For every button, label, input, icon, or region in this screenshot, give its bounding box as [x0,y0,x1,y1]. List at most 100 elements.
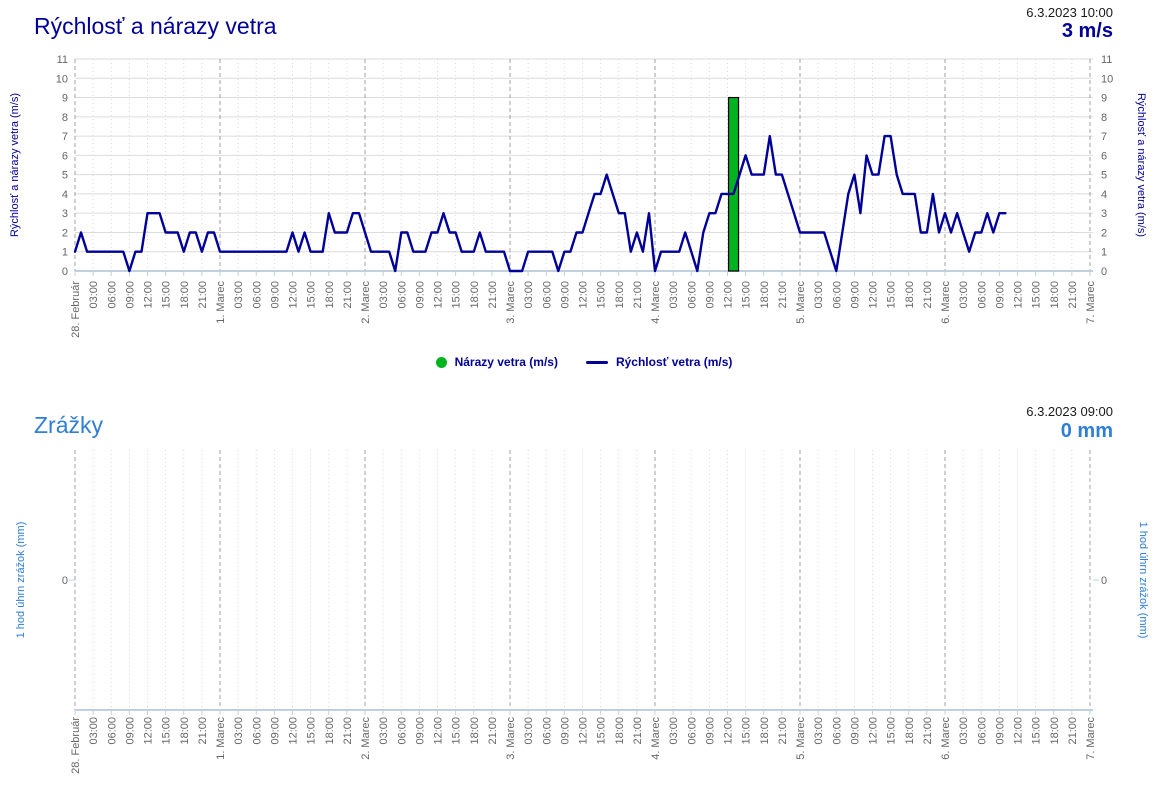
x-tick-label: 18:00 [179,717,191,745]
x-tick-label: 15:00 [451,281,463,309]
y-tick-label: 0 [1101,266,1107,278]
wind-speed-line[interactable] [73,134,1007,273]
x-tick-label: 06:00 [541,281,553,309]
x-tick-label: 15:00 [596,717,608,745]
x-tick-label: 15:00 [1031,717,1043,745]
y-tick-label: 3 [1101,208,1107,220]
x-tick-label: 06:00 [686,717,698,745]
x-tick-label: 03:00 [233,717,245,745]
x-tick-label: 18:00 [179,281,191,309]
y-tick-label: 5 [1101,170,1107,182]
legend-item-gusts[interactable]: Nárazy vetra (m/s) [435,355,558,369]
y-tick-label: 0 [62,266,68,278]
x-tick-label: 1. Marec [215,281,227,324]
x-tick-label: 21:00 [197,717,209,745]
x-tick-label: 03:00 [958,717,970,745]
x-tick-label: 18:00 [904,281,916,309]
x-tick-label: 12:00 [868,717,880,745]
x-tick-label: 03:00 [813,281,825,309]
x-tick-label: 06:00 [396,281,408,309]
x-tick-label: 15:00 [306,717,318,745]
y-tick-label: 0 [62,575,68,587]
x-tick-label: 15:00 [161,281,173,309]
legend-speed-label: Rýchlosť vetra (m/s) [615,355,733,369]
x-tick-label: 18:00 [904,717,916,745]
x-tick-label: 21:00 [1067,717,1079,745]
x-tick-label: 18:00 [324,717,336,745]
x-tick-label: 15:00 [306,281,318,309]
x-tick-label: 09:00 [704,717,716,745]
x-tick-label: 12:00 [433,717,445,745]
x-tick-label: 06:00 [251,717,263,745]
x-tick-label: 21:00 [1067,281,1079,309]
rain-chart-title: Zrážky [34,412,103,438]
rain-current-value: 0 mm [1060,420,1113,442]
x-tick-label: 21:00 [487,281,499,309]
x-tick-label: 09:00 [414,717,426,745]
x-tick-label: 09:00 [414,281,426,309]
x-tick-label: 12:00 [143,281,155,309]
x-tick-label: 7. Marec [1085,717,1097,760]
x-tick-label: 06:00 [106,717,118,745]
x-tick-label: 21:00 [777,281,789,309]
x-tick-label: 03:00 [523,281,535,309]
x-tick-label: 6. Marec [940,717,952,760]
x-tick-label: 15:00 [886,717,898,745]
x-tick-label: 21:00 [487,717,499,745]
x-tick-label: 12:00 [1013,281,1025,309]
x-tick-label: 15:00 [1031,281,1043,309]
x-tick-label: 12:00 [578,717,590,745]
x-tick-label: 06:00 [396,717,408,745]
y-tick-label: 6 [1101,150,1107,162]
y-tick-label: 8 [62,112,68,124]
gust-marker-icon [435,356,447,368]
x-tick-label: 2. Marec [360,281,372,324]
x-tick-label: 28. Február [70,717,82,774]
wind-legend: Nárazy vetra (m/s) Rýchlosť vetra (m/s) [75,355,1093,369]
legend-gusts-label: Nárazy vetra (m/s) [454,355,558,369]
y-tick-label: 1 [62,247,68,259]
x-tick-label: 06:00 [686,281,698,309]
x-tick-label: 06:00 [251,281,263,309]
x-tick-label: 06:00 [541,717,553,745]
rain-y-axis-title-left: 1 hod úhrn zrážok (mm) [15,522,27,639]
x-tick-label: 09:00 [849,717,861,745]
wind-y-axis-title-right: Rýchlosť a nárazy vetra (m/s) [1135,93,1147,237]
x-tick-label: 09:00 [849,281,861,309]
x-tick-label: 18:00 [614,717,626,745]
x-tick-label: 21:00 [922,281,934,309]
rain-x-axis: 28. Február 03:00 06:00 09:00 12:00 15:00 18:0… [70,450,1097,774]
y-tick-label: 4 [1101,189,1107,201]
x-tick-label: 18:00 [324,281,336,309]
wind-chart-title: Rýchlosť a nárazy vetra [34,13,277,39]
x-tick-label: 3. Marec [505,281,517,324]
x-tick-label: 21:00 [342,717,354,745]
x-tick-label: 21:00 [632,717,644,745]
x-tick-label: 09:00 [994,717,1006,745]
x-tick-label: 06:00 [831,717,843,745]
x-tick-label: 18:00 [469,717,481,745]
x-tick-label: 6. Marec [940,281,952,324]
x-tick-label: 09:00 [994,281,1006,309]
x-tick-label: 03:00 [813,717,825,745]
x-tick-label: 18:00 [759,717,771,745]
x-tick-label: 12:00 [723,717,735,745]
legend-item-speed[interactable]: Rýchlosť vetra (m/s) [585,355,733,369]
x-tick-label: 15:00 [886,281,898,309]
wind-gust-bar[interactable] [727,96,740,272]
x-tick-label: 7. Marec [1085,281,1097,324]
wind-y-axis-title-left: Rýchlosť a nárazy vetra (m/s) [9,93,21,237]
x-tick-label: 5. Marec [795,717,807,760]
y-tick-label: 6 [62,150,68,162]
x-tick-label: 12:00 [288,717,300,745]
x-tick-label: 15:00 [161,717,173,745]
y-tick-label: 11 [1101,54,1112,66]
x-tick-label: 21:00 [342,281,354,309]
x-tick-label: 03:00 [523,717,535,745]
x-tick-label: 09:00 [269,281,281,309]
x-tick-label: 15:00 [596,281,608,309]
y-tick-label: 2 [1101,227,1107,239]
wind-x-axis: 28. Február 03:00 06:00 09:00 12:00 15:00 18:0… [70,59,1097,338]
x-tick-label: 06:00 [976,717,988,745]
